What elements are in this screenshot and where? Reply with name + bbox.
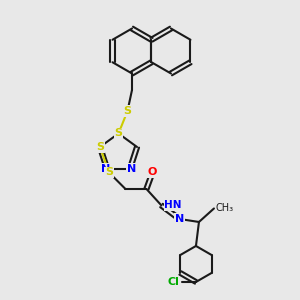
Text: CH₃: CH₃ bbox=[215, 203, 234, 214]
Text: N: N bbox=[127, 164, 136, 174]
Text: N: N bbox=[101, 164, 110, 174]
Text: N: N bbox=[175, 214, 184, 224]
Text: O: O bbox=[148, 167, 157, 178]
Text: S: S bbox=[115, 128, 122, 139]
Text: HN: HN bbox=[164, 200, 182, 211]
Text: S: S bbox=[105, 167, 113, 178]
Text: Cl: Cl bbox=[168, 277, 179, 287]
Text: S: S bbox=[96, 142, 104, 152]
Text: S: S bbox=[124, 106, 131, 116]
